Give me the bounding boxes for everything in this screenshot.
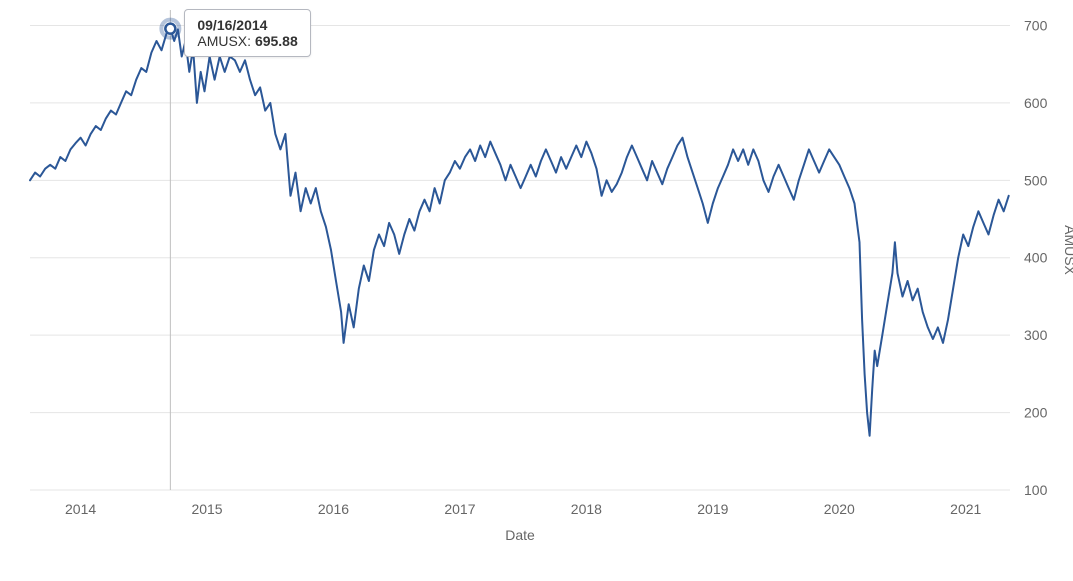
x-tick-label: 2020 bbox=[824, 501, 855, 517]
x-tick-label: 2015 bbox=[191, 501, 222, 517]
y-tick-label: 300 bbox=[1024, 327, 1048, 343]
y-tick-label: 600 bbox=[1024, 95, 1048, 111]
x-tick-label: 2016 bbox=[318, 501, 349, 517]
y-tick-label: 200 bbox=[1024, 405, 1048, 421]
x-tick-label: 2017 bbox=[444, 501, 475, 517]
x-tick-label: 2018 bbox=[571, 501, 602, 517]
x-tick-label: 2014 bbox=[65, 501, 96, 517]
line-chart-svg[interactable]: 100 200 300 400 500 600 700 AMUSX 2014 2015 2016 20… bbox=[0, 0, 1073, 581]
x-tick-label: 2019 bbox=[697, 501, 728, 517]
y-tick-label: 400 bbox=[1024, 250, 1048, 266]
hover-point bbox=[165, 24, 175, 34]
y-tick-label: 100 bbox=[1024, 482, 1048, 498]
x-tick-label: 2021 bbox=[950, 501, 981, 517]
chart-container: { "chart": { "type": "line", "background… bbox=[0, 0, 1073, 581]
series-line bbox=[30, 29, 1009, 436]
y-tick-label: 700 bbox=[1024, 17, 1048, 33]
y-axis-label: AMUSX bbox=[1062, 225, 1073, 275]
x-axis-label: Date bbox=[505, 527, 535, 543]
y-tick-label: 500 bbox=[1024, 172, 1048, 188]
